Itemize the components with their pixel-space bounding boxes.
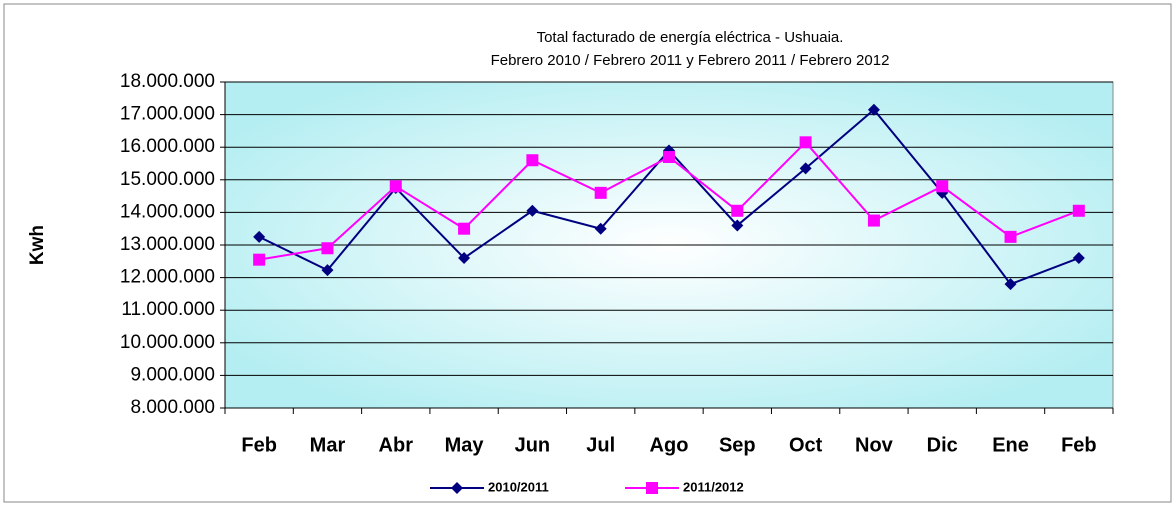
y-tick-label: 11.000.000 xyxy=(121,299,215,320)
x-tick-label: Jul xyxy=(586,434,615,456)
point-marker xyxy=(867,103,880,116)
x-tick-label: Oct xyxy=(789,434,823,456)
point-marker xyxy=(731,219,744,232)
y-tick-label: 17.000.000 xyxy=(120,104,215,125)
x-tick-label: May xyxy=(445,434,485,456)
point-marker xyxy=(1072,252,1085,265)
point-marker xyxy=(526,154,539,167)
point-marker xyxy=(1004,278,1017,291)
chart-subtitle: Febrero 2010 / Febrero 2011 y Febrero 20… xyxy=(491,52,890,69)
point-marker xyxy=(526,204,539,217)
y-tick-label: 8.000.000 xyxy=(130,397,215,418)
point-marker xyxy=(1072,204,1085,217)
point-marker xyxy=(253,253,266,266)
x-tick-label: Abr xyxy=(379,434,414,456)
x-tick-label: Feb xyxy=(1061,434,1097,456)
point-marker xyxy=(321,242,334,255)
y-axis-label: Kwh xyxy=(27,225,48,265)
point-marker xyxy=(867,214,880,227)
point-marker xyxy=(253,230,266,243)
y-tick-label: 14.000.000 xyxy=(120,201,215,222)
point-marker xyxy=(594,222,607,235)
point-marker xyxy=(458,222,471,235)
point-marker xyxy=(321,264,334,277)
y-tick-label: 16.000.000 xyxy=(120,136,215,157)
chart-title: Total facturado de energía eléctrica - U… xyxy=(537,29,844,46)
y-tick-label: 15.000.000 xyxy=(120,169,215,190)
y-tick-label: 13.000.000 xyxy=(120,234,215,255)
point-marker xyxy=(663,150,675,163)
point-marker xyxy=(799,136,812,149)
x-tick-label: Sep xyxy=(719,434,756,456)
point-marker xyxy=(594,186,607,199)
legend-label: 2011/2012 xyxy=(683,479,744,494)
point-marker xyxy=(458,252,471,265)
y-tick-label: 18.000.000 xyxy=(120,71,215,92)
point-marker xyxy=(731,204,744,217)
legend-marker xyxy=(646,482,658,494)
legend-label: 2010/2011 xyxy=(488,479,549,494)
point-marker xyxy=(799,162,812,175)
x-tick-label: Ene xyxy=(992,434,1029,456)
x-tick-label: Ago xyxy=(650,434,689,456)
x-tick-label: Feb xyxy=(241,434,277,456)
y-tick-label: 10.000.000 xyxy=(120,332,215,353)
point-marker xyxy=(936,180,949,193)
point-marker xyxy=(1004,230,1017,243)
legend-marker xyxy=(451,482,463,494)
point-marker xyxy=(389,180,402,193)
x-tick-label: Mar xyxy=(310,434,346,456)
y-tick-label: 9.000.000 xyxy=(130,364,215,385)
y-tick-label: 12.000.000 xyxy=(120,267,215,288)
x-tick-label: Nov xyxy=(855,434,894,456)
x-tick-label: Dic xyxy=(927,434,958,456)
x-tick-label: Jun xyxy=(515,434,551,456)
